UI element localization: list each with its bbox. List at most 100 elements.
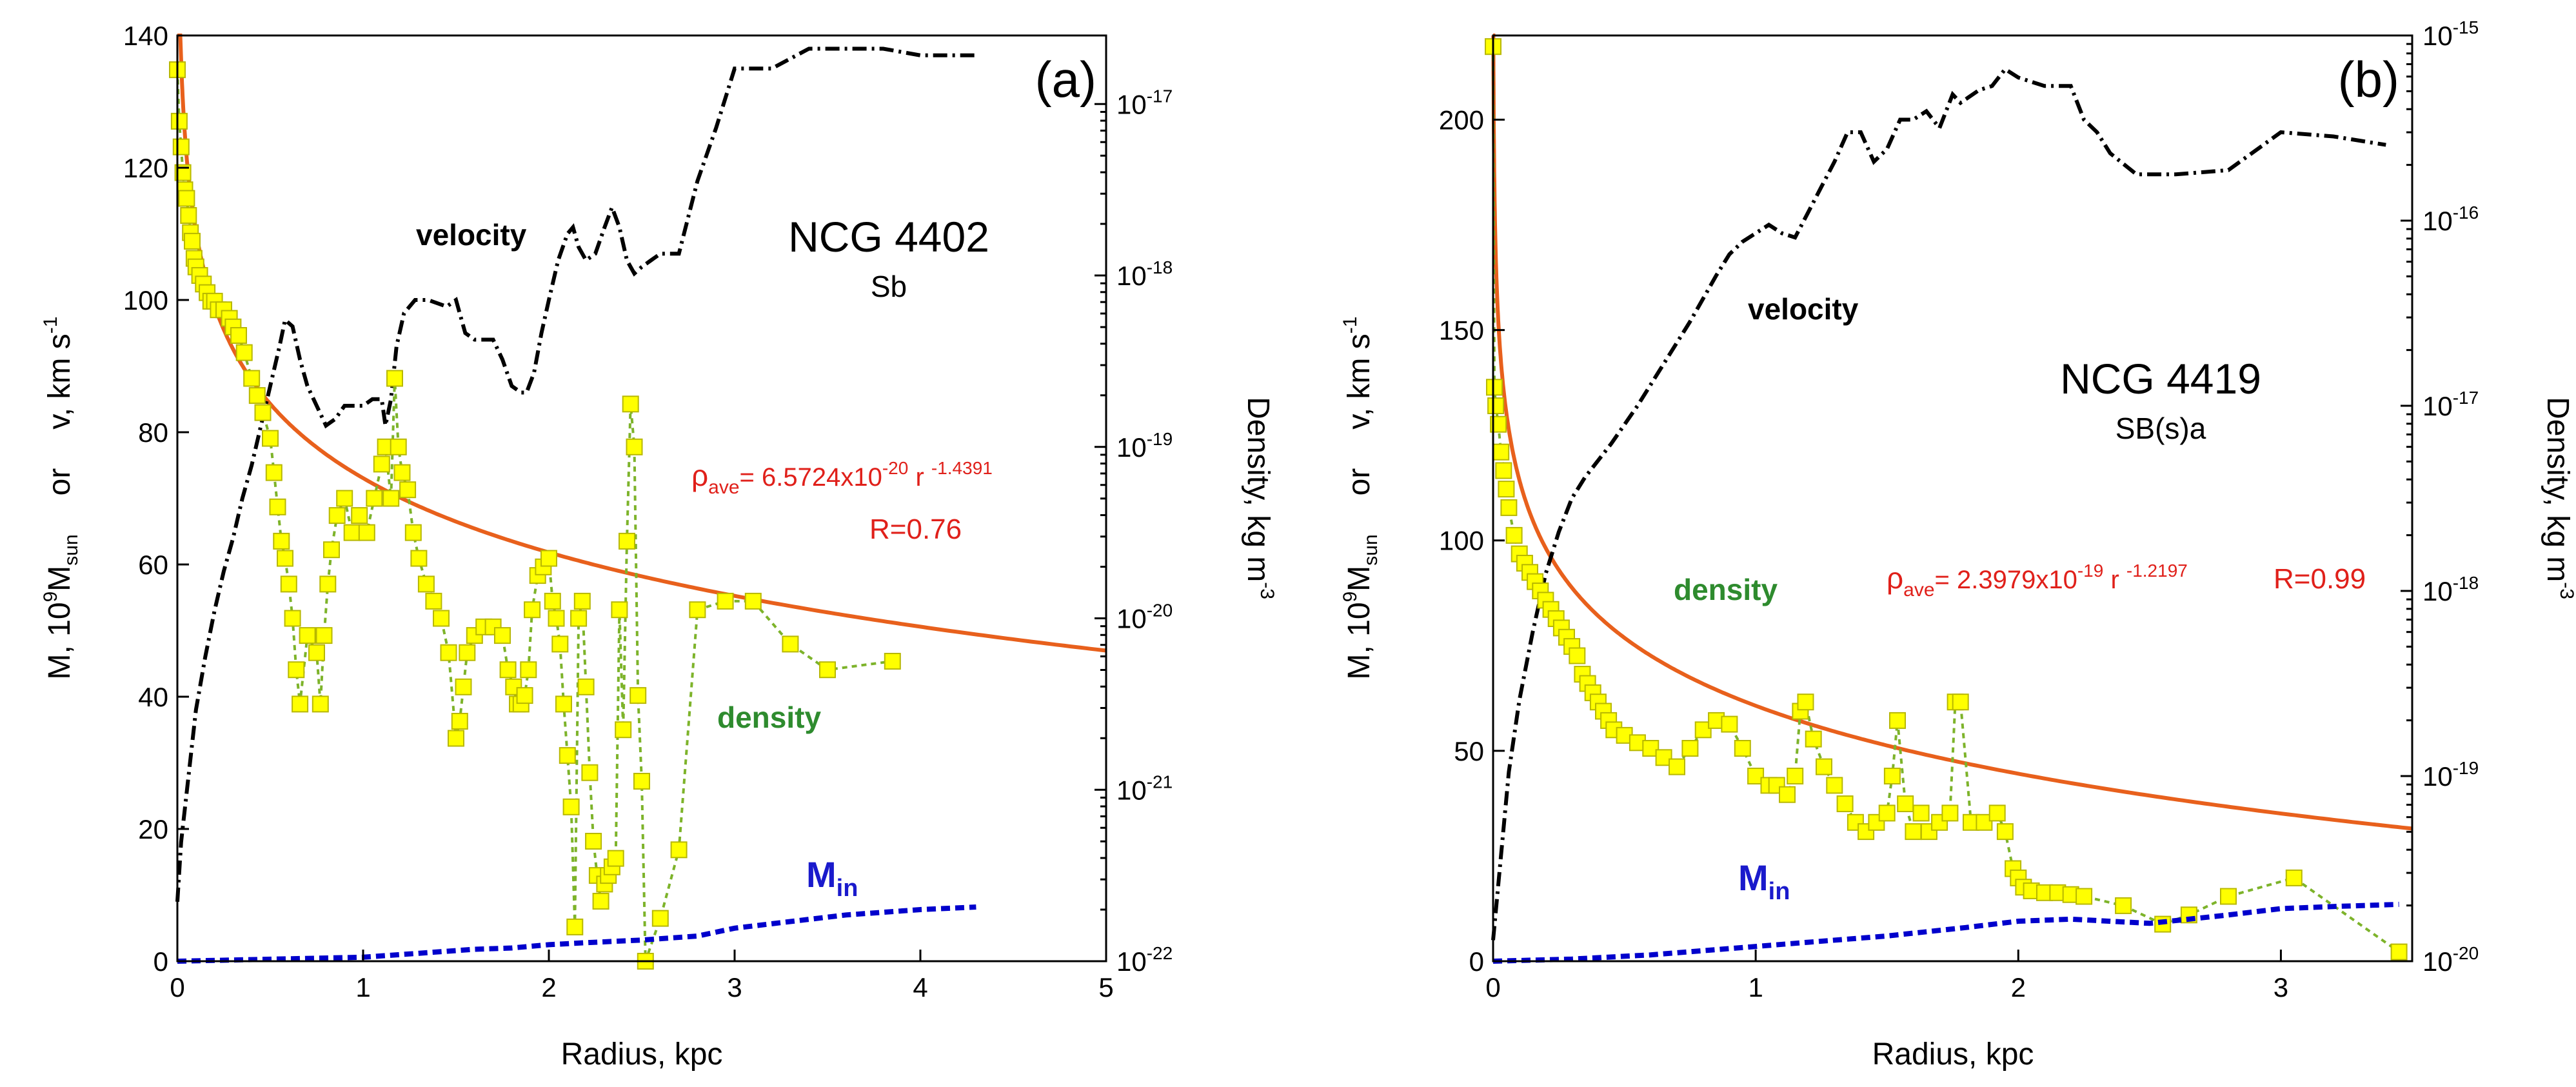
panel-a-density-point [717,592,734,610]
panel-a-density-point [170,112,188,130]
panel-b-density-point [2390,943,2408,961]
panel-b-y-tick-label: 50 [1454,736,1484,766]
panel-b-y-tick-label: 100 [1439,526,1484,556]
panel-b-label: (b) [2338,51,2399,108]
panel-b-density-point [1883,768,1901,784]
panel-a-density-point [230,327,247,344]
panel-b-x-tick-label: 0 [1485,972,1500,1002]
panel-a-density-point [404,524,422,541]
panel-a-density-point [544,592,561,610]
panel-a-y-tick-label: 80 [138,417,168,448]
panel-b-density-point [1847,813,1864,831]
panel-b-y-ticks: 0 50 100 150 200 [1439,105,1505,977]
panel-a-density-point [459,644,476,661]
panel-a-density-point [670,841,688,859]
panel-a-x-tick-label: 2 [541,972,556,1002]
panel-b-density-point [1952,693,1969,711]
panel-b-fit-curve [1491,34,2413,831]
panel-b-min-label: Min [1738,857,1790,905]
panel-a-density-point [611,601,628,619]
panel-a-density-point [399,481,417,499]
panel-a-density-point [323,541,340,559]
panel-a-velocity-line [175,46,976,902]
panel-b-y2-tick-label: 10-20 [2422,943,2479,977]
panel-a-x-tick-label: 3 [727,972,742,1002]
panel-b-y2-tick-label: 10-18 [2422,573,2479,606]
panel-a-density-point [358,524,375,541]
panel-b-y-tick-label: 150 [1439,315,1484,346]
panel-a-density-line [176,70,893,962]
panel-a-density-point [540,550,557,567]
panel-a-y-tick-label: 60 [138,550,168,580]
panel-a-density-point [351,507,368,524]
panel-a-density-point [819,661,836,679]
panel-b-density-point [1486,379,1503,396]
panel-b-fit-r: R=0.99 [2274,563,2366,595]
panel-a-density-point [689,601,706,619]
panel-a-density-point [417,575,435,593]
panel-a-y2-tick-label: 10-20 [1116,601,1173,634]
panel-a-y2-tick-label: 10-17 [1116,86,1173,119]
panel-a-density-point [382,490,400,507]
panel-a-density-point [288,661,305,679]
panel-b-density-point [1495,462,1512,479]
panel-b-density-point [1878,804,1896,822]
panel-a-y2-tick-label: 10-19 [1116,429,1173,463]
panel-a-density-point [265,464,282,481]
panel-b-density-point [1797,693,1814,711]
panel-b-density-point [1492,443,1510,461]
panel-a-density-point [254,404,272,421]
panel-a-y-tick-label: 20 [138,814,168,844]
panel-a-density-point [312,695,329,713]
panel-a-density-point [615,721,632,739]
panel-b-density-point [2285,869,2303,886]
panel-a-x-ticks: 0 1 2 3 4 5 [170,950,1114,1002]
panel-a-density-point [299,627,316,644]
panel-a-density-point [184,232,201,250]
panel-b-x-tick-label: 1 [1748,972,1763,1002]
panel-a-density-point [280,575,297,593]
panel-a-density-point [744,592,762,610]
panel-a-y-tick-label: 140 [123,21,168,51]
panel-b-x-tick-label: 3 [2274,972,2288,1002]
panel-b-morph-type: SB(s)a [2115,412,2206,445]
panel-a-density-point [343,524,361,541]
panel-a-density-point [585,833,602,850]
panel-a-min-line [177,904,976,964]
panel-a-density-point [292,695,309,713]
panel-b-x-axis-label: Radius, kpc [1872,1037,2034,1072]
panel-b-y2-tick-label: 10-17 [2422,388,2479,421]
panel-b-density-point [1779,786,1796,803]
panel-a-density-point [622,395,639,413]
panel-a-density-point [451,713,468,730]
panel-b-density-point [1988,804,2006,822]
panel-b-density-point [2076,888,2093,905]
panel-a-y-axis-label: M, 109Msunorv, km s-1 [40,317,82,680]
panel-a-density-point [570,610,588,627]
panel-b-velocity-label: velocity [1748,292,1859,326]
panel-a-density-point [555,695,572,713]
panel-a-density-point [629,687,647,704]
panel-b-y2-tick-label: 10-15 [2422,17,2479,51]
panel-a-density-point [505,678,522,695]
panel-a-density-point [448,730,464,747]
panel-b-density-point [1721,715,1738,733]
panel-a-density-point [548,610,565,627]
panel-a-density-point [573,592,591,610]
panel-b-density-point [2005,860,2022,877]
panel-a-density-point [494,627,511,644]
panel-a-density-point [633,773,650,790]
panel-a-x-tick-label: 1 [355,972,370,1002]
panel-a-density-point [235,344,253,361]
panel-b-density-point [1897,795,1914,812]
panel-b-density-point [1889,712,1906,729]
panel-a-y2-ticks: 10-22 10-21 10-20 10-19 10-18 10-17 [1095,86,1173,977]
panel-a-density-label: density [717,701,821,734]
panel-a-density-point [619,532,635,550]
panel-a-density-point [366,490,383,507]
panel-b-density-point [1669,758,1685,775]
panel-a-density-point [172,138,190,155]
panel-b-density-point [1569,647,1586,664]
panel-b-density-point [1734,740,1751,757]
